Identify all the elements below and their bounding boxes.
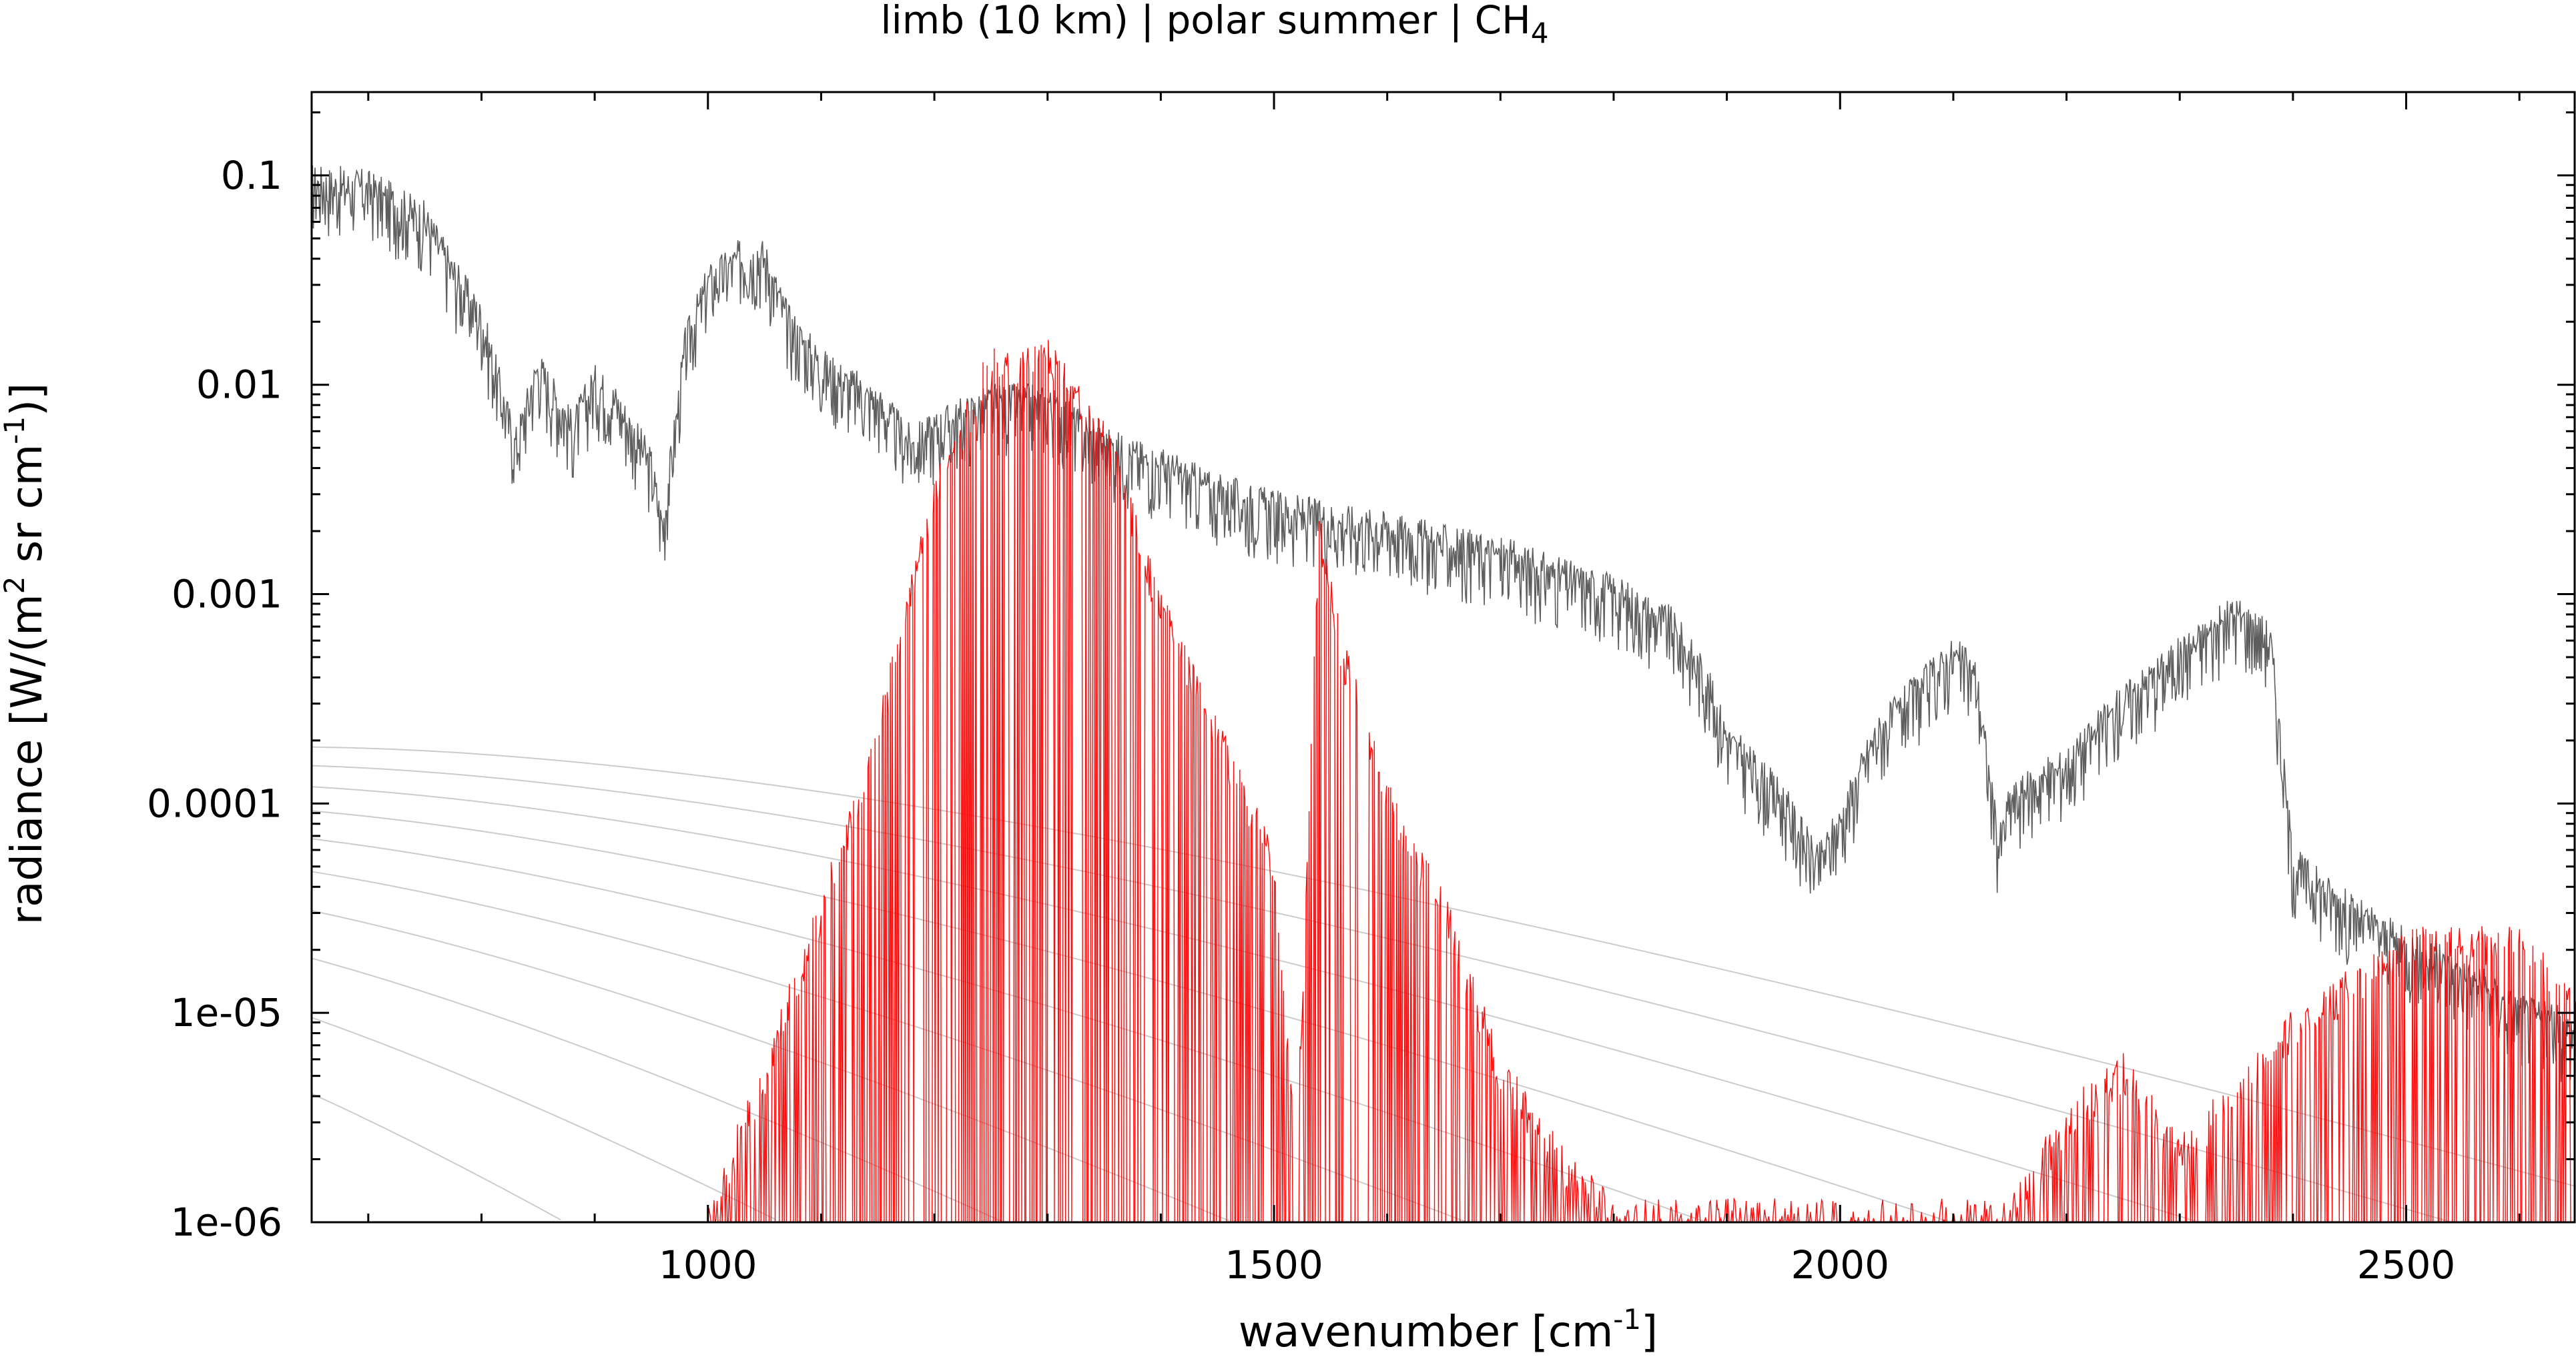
series-ch4-contribution [707,340,2576,1224]
chart-title-text: limb (10 km) | polar summer | CH [881,0,1531,43]
y-tick-label-5: 0.1 [221,153,282,198]
x-tick-label-2500: 2500 [2357,1242,2456,1288]
y-axis-label-sup2: -1 [0,416,31,444]
chart-title: limb (10 km) | polar summer | CH4 [881,0,1549,49]
data-series [311,165,2576,1224]
series-total-radiance [311,165,2576,1082]
y-tick-label-3: 0.001 [172,572,282,617]
x-tick-label-2000: 2000 [1791,1242,1889,1288]
y-tick-label-0: 1e-06 [171,1200,282,1245]
y-tick-label-4: 0.01 [196,362,282,408]
planck-curve-320k [311,746,2576,1188]
planck-curve-160k [311,1017,777,1221]
planck-curve-280k [311,786,2197,1222]
y-axis-label-pre: radiance [W/(m [3,594,52,925]
x-axis-ticks: 1000 1500 2000 2500 [367,92,2521,1288]
planck-curve-180k [311,957,1003,1222]
y-tick-label-1: 1e-05 [171,990,282,1035]
x-axis-label-text: wavenumber [cm [1239,1308,1613,1357]
x-tick-label-1500: 1500 [1225,1242,1323,1288]
y-tick-label-2: 0.0001 [147,781,282,826]
y-axis-label: radiance [W/(m2 sr cm-1)] [0,383,52,925]
x-tick-label-1000: 1000 [659,1242,757,1288]
chart-title-subscript: 4 [1531,17,1549,49]
y-axis-ticks: 1e-06 1e-05 0.0001 0.001 0.01 0.1 [147,111,2575,1245]
y-axis-label-sup1: 2 [0,576,31,594]
y-axis-label-mid: sr cm [3,444,52,576]
planck-curve-140k [311,1093,561,1221]
planck-curve-200k [311,910,1229,1222]
x-axis-label-sup: -1 [1613,1303,1641,1336]
planck-curves [311,746,2576,1223]
y-axis-label-suffix: )] [3,383,52,416]
x-axis-label-suffix: ] [1641,1308,1658,1357]
x-axis-label: wavenumber [cm-1] [1239,1303,1658,1357]
